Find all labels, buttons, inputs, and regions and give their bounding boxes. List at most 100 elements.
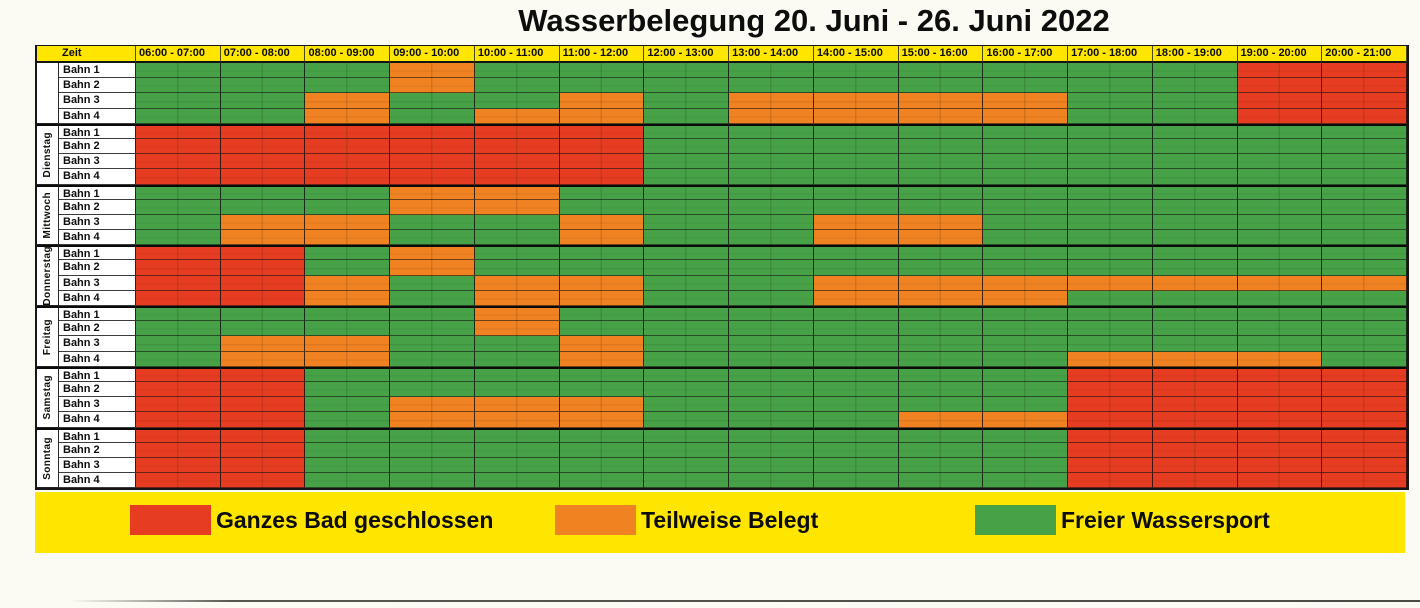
schedule-cell <box>1237 108 1323 124</box>
schedule-cell <box>1322 138 1407 155</box>
schedule-cell <box>136 123 221 139</box>
schedule-cell <box>220 427 306 443</box>
schedule-cell <box>1152 397 1238 413</box>
schedule-cell <box>559 442 645 458</box>
schedule-cell <box>220 78 306 94</box>
schedule-cell <box>390 306 475 322</box>
schedule-cell <box>390 336 475 352</box>
lane-label: Bahn 2 <box>59 78 136 94</box>
schedule-cell <box>1237 381 1323 398</box>
schedule-cell <box>898 275 984 291</box>
schedule-cell <box>983 260 1069 276</box>
schedule-cell <box>1237 290 1323 306</box>
day-label-Donnerstag: Donnerstag <box>37 245 59 306</box>
schedule-cell <box>1237 260 1323 276</box>
schedule-cell <box>644 306 730 322</box>
schedule-cell <box>898 321 984 337</box>
schedule-cell <box>729 184 814 200</box>
schedule-cell <box>1237 473 1323 489</box>
schedule-cell <box>813 442 899 458</box>
schedule-cell <box>474 154 560 170</box>
schedule-cell <box>1068 366 1153 382</box>
schedule-cell <box>305 442 391 458</box>
schedule-cell <box>1237 123 1323 139</box>
schedule-cell <box>305 93 391 109</box>
schedule-cell <box>220 138 306 155</box>
schedule-cell <box>898 457 984 474</box>
time-header-slot-12: 18:00 - 19:00 <box>1152 46 1238 63</box>
schedule-cell <box>305 366 391 382</box>
lane-label: Bahn 2 <box>59 442 136 458</box>
schedule-cell <box>983 123 1069 139</box>
schedule-cell <box>220 199 306 215</box>
schedule-cell <box>390 290 475 306</box>
schedule-cell <box>474 260 560 276</box>
schedule-cell <box>305 214 391 231</box>
schedule-cell <box>813 154 899 170</box>
schedule-cell <box>474 78 560 94</box>
schedule-cell <box>813 184 899 200</box>
time-header-zeit: Zeit <box>37 46 136 63</box>
schedule-cell <box>644 123 730 139</box>
schedule-cell <box>136 290 221 306</box>
schedule-cell <box>390 78 475 94</box>
lane-label: Bahn 1 <box>59 184 136 200</box>
time-header-slot-13: 19:00 - 20:00 <box>1237 46 1323 63</box>
schedule-cell <box>729 457 814 474</box>
lane-label: Bahn 4 <box>59 473 136 489</box>
schedule-cell <box>1152 457 1238 474</box>
schedule-cell <box>898 306 984 322</box>
schedule-cell <box>898 63 984 79</box>
schedule-cell <box>1322 260 1407 276</box>
schedule-cell <box>390 123 475 139</box>
schedule-cell <box>1322 230 1407 246</box>
time-header-slot-8: 14:00 - 15:00 <box>813 46 899 63</box>
schedule-cell <box>1322 245 1407 261</box>
schedule-cell <box>1322 427 1407 443</box>
schedule-cell <box>1237 138 1323 155</box>
schedule-cell <box>983 412 1069 428</box>
schedule-cell <box>898 245 984 261</box>
schedule-cell <box>729 351 814 367</box>
schedule-cell <box>644 138 730 155</box>
schedule-cell <box>220 457 306 474</box>
schedule-cell <box>559 366 645 382</box>
schedule-cell <box>1237 366 1323 382</box>
schedule-cell <box>1152 138 1238 155</box>
schedule-cell <box>1322 93 1407 109</box>
schedule-cell <box>220 260 306 276</box>
day-label-Samstag: Samstag <box>37 366 59 428</box>
schedule-cell <box>898 397 984 413</box>
day-label-first-block <box>37 63 59 124</box>
schedule-cell <box>898 230 984 246</box>
schedule-cell <box>983 336 1069 352</box>
lane-label: Bahn 3 <box>59 457 136 474</box>
schedule-cell <box>644 78 730 94</box>
schedule-cell <box>644 154 730 170</box>
lane-label: Bahn 3 <box>59 336 136 352</box>
schedule-cell <box>390 184 475 200</box>
schedule-cell <box>729 260 814 276</box>
schedule-cell <box>220 366 306 382</box>
schedule-cell <box>898 412 984 428</box>
schedule-cell <box>813 381 899 398</box>
schedule-cell <box>644 245 730 261</box>
page-title: Wasserbelegung 20. Juni - 26. Juni 2022 <box>518 3 1110 38</box>
schedule-grid: Zeit 06:00 - 07:00 07:00 - 08:00 08:00 - 09… <box>35 45 1409 491</box>
schedule-cell <box>559 108 645 124</box>
schedule-cell <box>559 184 645 200</box>
schedule-cell <box>1322 78 1407 94</box>
schedule-cell <box>305 199 391 215</box>
schedule-cell <box>644 397 730 413</box>
schedule-cell <box>1068 457 1153 474</box>
schedule-cell <box>898 336 984 352</box>
schedule-cell <box>559 230 645 246</box>
time-header-slot-11: 17:00 - 18:00 <box>1068 46 1153 63</box>
schedule-cell <box>1237 336 1323 352</box>
lane-label: Bahn 3 <box>59 154 136 170</box>
lane-label: Bahn 1 <box>59 245 136 261</box>
schedule-cell <box>729 412 814 428</box>
schedule-cell <box>1322 199 1407 215</box>
schedule-cell <box>559 457 645 474</box>
schedule-cell <box>390 473 475 489</box>
